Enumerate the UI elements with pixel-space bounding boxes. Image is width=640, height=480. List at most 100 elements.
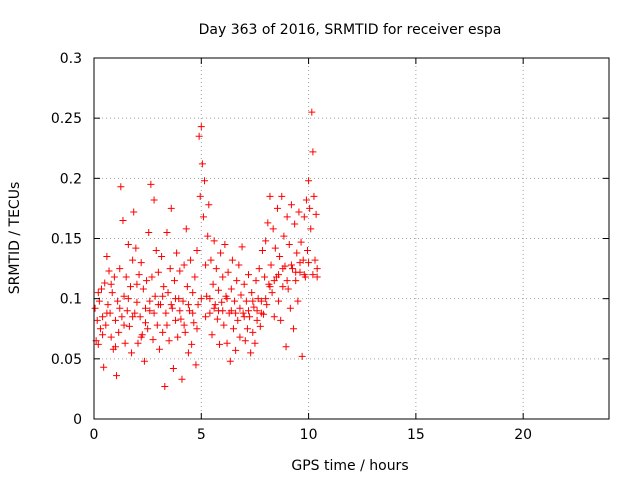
data-point [227,285,235,293]
data-point [294,297,302,305]
data-point [176,307,184,315]
data-point [312,210,320,218]
data-point [300,271,308,279]
data-point [250,303,258,311]
data-point [124,295,132,303]
data-point [311,256,319,264]
data-point [170,277,178,285]
data-point [187,256,195,264]
data-point [176,267,184,275]
scatter-series [91,108,321,391]
data-point [107,280,115,288]
data-point [232,346,240,354]
data-point [180,321,188,329]
data-point [313,265,321,273]
data-point [268,289,276,297]
data-point [296,259,304,267]
data-point [129,313,137,321]
data-point [188,340,196,348]
data-point [288,265,296,273]
data-point [238,243,246,251]
data-point [164,289,172,297]
data-point [125,322,133,330]
data-point [245,271,252,279]
data-point [99,313,107,321]
data-point [103,309,111,317]
data-point [147,180,155,188]
data-point [183,283,191,291]
data-point [100,363,108,371]
data-point [128,349,136,357]
data-point [167,204,175,212]
data-point [134,339,142,347]
data-point [162,309,170,317]
data-point [276,253,284,261]
data-point [202,261,210,269]
data-point [151,292,159,300]
data-point [96,325,104,333]
data-point [101,279,109,287]
data-point [245,307,252,315]
data-point [263,301,271,309]
data-point [190,319,198,327]
data-point [202,313,210,321]
data-point [184,301,192,309]
data-point [269,225,277,233]
data-point [120,321,128,329]
data-point [298,352,306,360]
data-point [285,241,293,249]
data-point [165,337,173,345]
data-point [154,268,162,276]
y-tick-label: 0.3 [60,51,82,67]
data-point [108,289,116,297]
data-point [308,108,316,116]
data-point [191,273,199,281]
data-point [277,316,285,324]
data-point [149,336,157,344]
data-point [307,225,315,233]
chart-title: Day 363 of 2016, SRMTID for receiver esp… [199,22,502,38]
data-point [194,301,202,309]
data-point [131,309,139,317]
data-point [231,297,239,305]
data-point [271,244,279,252]
data-point [116,304,124,312]
data-point [275,297,283,305]
data-point [118,313,126,321]
data-point [198,160,206,168]
data-point [253,307,261,315]
data-point [216,340,224,348]
data-point [114,297,122,305]
data-point [310,192,318,200]
data-point [189,309,197,317]
data-point [204,232,212,240]
data-point [249,297,257,305]
data-point [181,328,189,336]
data-point [305,259,313,267]
data-point [139,285,147,293]
data-point [115,328,123,336]
data-point [196,192,204,200]
y-tick-label: 0.15 [51,232,82,248]
data-point [122,273,130,281]
data-point [249,328,257,336]
data-point [219,273,227,281]
data-point [232,309,240,317]
x-tick-label: 15 [407,427,425,443]
data-point [223,339,231,347]
data-point [133,280,141,288]
data-point [261,273,269,281]
data-point [150,196,158,204]
data-point [102,321,110,329]
x-tick-label: 20 [514,427,532,443]
y-tick-label: 0.1 [60,292,82,308]
y-tick-label: 0.2 [60,171,82,187]
data-point [197,123,205,131]
data-point [132,244,140,252]
data-point [275,271,283,279]
data-point [150,309,158,317]
data-point [154,301,162,309]
data-point [293,249,301,257]
data-point [148,273,156,281]
data-point [140,357,148,365]
